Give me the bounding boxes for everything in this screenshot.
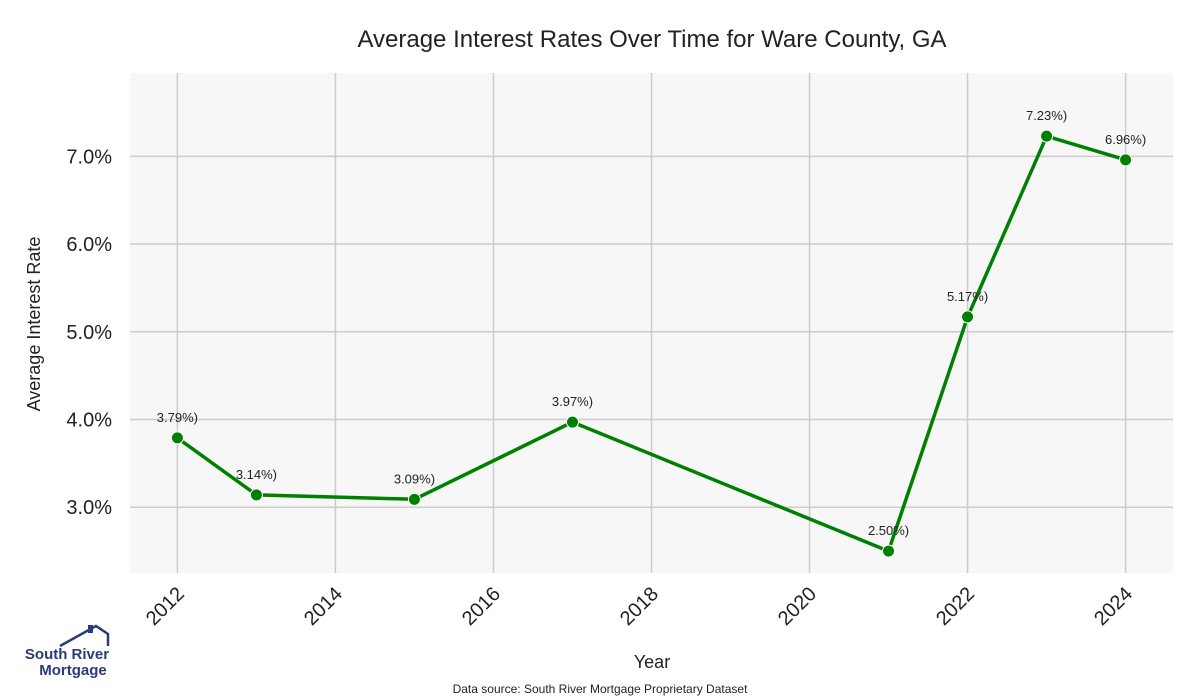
x-tick-label: 2014 xyxy=(300,583,347,630)
data-label: 2.50%) xyxy=(868,523,909,538)
x-tick-label: 2012 xyxy=(142,583,189,630)
data-point xyxy=(1040,129,1054,143)
logo-line-2: Mortgage xyxy=(39,662,107,679)
y-tick-label: 7.0% xyxy=(66,146,112,168)
data-label: 7.23%) xyxy=(1026,108,1067,123)
data-label: 3.97%) xyxy=(552,394,593,409)
data-label: 3.09%) xyxy=(394,471,435,486)
data-label: 5.17%) xyxy=(947,289,988,304)
chart-title: Average Interest Rates Over Time for War… xyxy=(357,26,946,53)
y-axis-ticks: 3.0% 4.0% 5.0% 6.0% 7.0% xyxy=(66,146,112,519)
x-tick-label: 2018 xyxy=(616,583,663,630)
data-point xyxy=(882,544,896,558)
house-roof-icon xyxy=(59,624,110,648)
data-point xyxy=(1119,153,1133,167)
series-line xyxy=(176,134,1127,553)
x-axis-ticks: 2012 2014 2016 2018 2020 2022 2024 xyxy=(142,583,1137,630)
y-tick-label: 5.0% xyxy=(66,322,112,344)
data-point xyxy=(565,415,579,429)
y-tick-label: 6.0% xyxy=(66,234,112,256)
data-labels: 3.79%) 3.14%) 3.09%) 3.97%) 2.50%) 5.17%) 7.23… xyxy=(157,108,1146,538)
x-tick-label: 2020 xyxy=(774,583,821,630)
data-points xyxy=(170,129,1133,558)
data-source-note: Data source: South River Mortgage Propri… xyxy=(453,682,748,696)
data-label: 3.79%) xyxy=(157,410,198,425)
data-point xyxy=(407,492,421,506)
data-label: 3.14%) xyxy=(236,467,277,482)
data-point xyxy=(249,488,263,502)
south-river-mortgage-logo: South River Mortgage xyxy=(25,624,110,679)
y-tick-label: 4.0% xyxy=(66,409,112,431)
data-label: 6.96%) xyxy=(1105,132,1146,147)
logo-line-1: South River xyxy=(25,646,109,663)
x-tick-label: 2016 xyxy=(458,583,505,630)
x-tick-label: 2022 xyxy=(932,583,979,630)
x-axis-label: Year xyxy=(634,652,670,672)
x-tick-label: 2024 xyxy=(1090,583,1137,630)
house-chimney-icon xyxy=(88,625,93,633)
y-tick-label: 3.0% xyxy=(66,497,112,519)
data-point xyxy=(961,310,975,324)
data-point xyxy=(170,431,184,445)
y-axis-label: Average Interest Rate xyxy=(24,237,44,412)
